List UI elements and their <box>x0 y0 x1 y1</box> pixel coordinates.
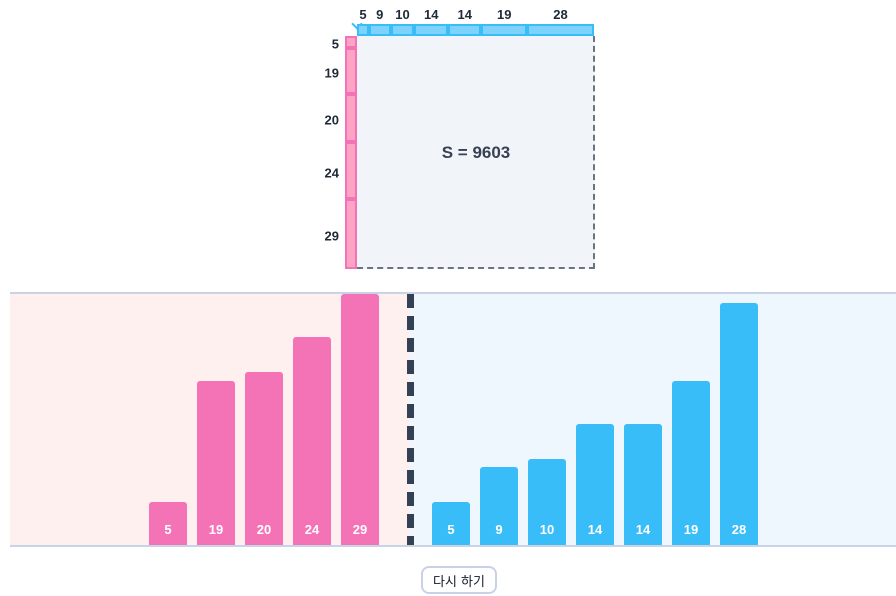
left-segment <box>345 141 357 200</box>
top-length-label: 5 <box>359 7 367 22</box>
bars-panel <box>10 292 896 547</box>
blue-bar: 19 <box>672 380 710 545</box>
left-length-label: 5 <box>331 36 339 52</box>
area-rectangle <box>357 36 595 269</box>
top-length-bar <box>357 24 594 36</box>
left-length-label: 24 <box>324 165 339 180</box>
bar-value-label: 20 <box>256 522 272 537</box>
pink-bar: 19 <box>197 380 235 545</box>
pink-bar: 5 <box>149 501 187 545</box>
bar-value-label: 5 <box>447 522 455 537</box>
left-segment <box>345 93 357 142</box>
top-segment <box>414 24 448 36</box>
top-length-label: 28 <box>553 7 568 22</box>
top-segment <box>390 24 415 36</box>
area-diagram: 5 9 10 14 14 19 28 5 19 20 24 29 S = 9603 <box>0 0 896 280</box>
bar-value-label: 9 <box>495 521 503 537</box>
bar-value-label: 14 <box>587 521 603 537</box>
top-segment <box>526 24 594 36</box>
top-length-label: 19 <box>496 7 512 22</box>
bar-value-label: 19 <box>683 521 699 537</box>
reset-button[interactable]: 다시 하기 <box>421 566 497 594</box>
pane-divider <box>407 294 414 545</box>
bar-value-label: 14 <box>635 521 651 537</box>
top-length-label: 14 <box>457 7 472 22</box>
top-length-label: 9 <box>376 7 384 22</box>
area-value: S = 9603 <box>441 142 511 162</box>
blue-bar: 14 <box>576 423 614 545</box>
bar-value-label: 10 <box>539 522 555 537</box>
left-length-label: 29 <box>324 228 339 244</box>
bar-value-label: 24 <box>304 521 320 537</box>
left-length-label: 19 <box>324 65 339 81</box>
pink-bar: 24 <box>293 337 331 545</box>
left-length-bar <box>345 36 357 269</box>
top-length-label: 10 <box>395 7 410 22</box>
top-segment <box>368 24 391 36</box>
bar-value-label: 19 <box>208 521 224 537</box>
blue-bar: 14 <box>624 423 662 545</box>
blue-bar: 5 <box>432 501 470 545</box>
left-segment <box>345 36 357 48</box>
top-length-label: 14 <box>423 7 439 22</box>
left-segment <box>345 199 357 269</box>
pink-bar: 20 <box>245 372 283 545</box>
blue-bar: 28 <box>720 302 758 545</box>
blue-bar: 9 <box>480 467 518 545</box>
bar-value-label: 5 <box>164 522 172 537</box>
left-length-label: 20 <box>324 112 339 128</box>
top-segment <box>481 24 527 36</box>
blue-bar: 10 <box>528 458 566 545</box>
bar-value-label: 29 <box>352 521 368 537</box>
top-segment <box>357 24 369 36</box>
top-segment <box>447 24 482 36</box>
bar-value-label: 28 <box>731 521 747 537</box>
pink-bar: 29 <box>341 294 379 545</box>
left-segment <box>345 48 357 94</box>
